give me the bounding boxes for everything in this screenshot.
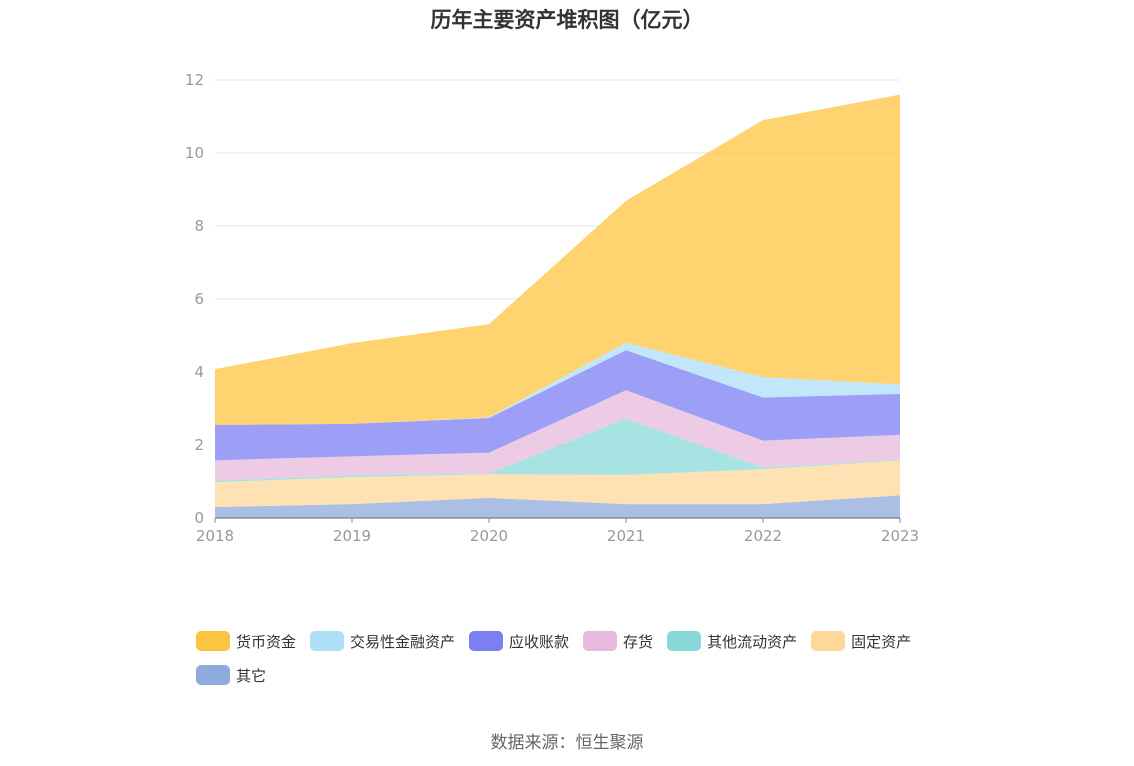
area-layers <box>215 94 900 518</box>
legend-item[interactable]: 其它 <box>196 664 266 686</box>
legend-item[interactable]: 其他流动资产 <box>667 630 797 652</box>
x-tick-label: 2021 <box>607 527 645 545</box>
legend-swatch <box>196 665 230 685</box>
legend-swatch <box>310 631 345 651</box>
legend-swatch <box>583 631 618 651</box>
x-tick-label: 2020 <box>470 527 508 545</box>
legend-item[interactable]: 货币资金 <box>196 630 296 652</box>
x-tick-label: 2022 <box>744 527 782 545</box>
x-tick-label: 2023 <box>881 527 919 545</box>
area-series-固定资产 <box>215 460 900 508</box>
y-tick-label: 6 <box>194 290 204 308</box>
legend-swatch <box>196 631 230 651</box>
area-series-其他流动资产 <box>215 418 900 483</box>
x-tick-label: 2018 <box>196 527 234 545</box>
legend-label: 交易性金融资产 <box>350 632 456 651</box>
legend-swatch <box>667 631 702 651</box>
y-tick-label: 10 <box>185 144 204 162</box>
area-series-其它 <box>215 495 900 518</box>
data-source: 数据来源：恒生聚源 <box>490 733 644 753</box>
chart-title: 历年主要资产堆积图（亿元） <box>430 8 704 32</box>
legend-label: 固定资产 <box>851 632 912 651</box>
area-series-交易性金融资产 <box>215 342 900 425</box>
legend-item[interactable]: 固定资产 <box>811 630 911 652</box>
legend-label: 其它 <box>236 666 267 685</box>
area-series-应收账款 <box>215 350 900 461</box>
legend: 货币资金 交易性金融资产 应收账款 存货 其他流动资产 固定资产其它 <box>196 630 956 698</box>
legend-label: 存货 <box>623 632 654 651</box>
y-tick-label: 2 <box>194 436 204 454</box>
axes: 0 2 4 6 8 10 12 2018 2019 2020 2021 2022 2023 <box>185 71 919 545</box>
y-tick-label: 0 <box>194 509 204 527</box>
legend-label: 其他流动资产 <box>707 632 798 651</box>
y-tick-label: 4 <box>194 363 204 381</box>
legend-label: 应收账款 <box>509 632 570 651</box>
area-series-存货 <box>215 390 900 481</box>
area-series-货币资金 <box>215 94 900 425</box>
legend-swatch <box>469 631 504 651</box>
x-tick-label: 2019 <box>333 527 371 545</box>
legend-item[interactable]: 存货 <box>583 630 653 652</box>
legend-item[interactable]: 应收账款 <box>469 630 569 652</box>
legend-label: 货币资金 <box>236 632 297 651</box>
stacked-area-chart: 0 2 4 6 8 10 12 2018 2019 2020 2021 2022 2023 <box>185 71 919 545</box>
y-tick-label: 12 <box>185 71 204 89</box>
legend-item[interactable]: 交易性金融资产 <box>310 630 455 652</box>
y-tick-label: 8 <box>194 217 204 235</box>
legend-swatch <box>811 631 846 651</box>
